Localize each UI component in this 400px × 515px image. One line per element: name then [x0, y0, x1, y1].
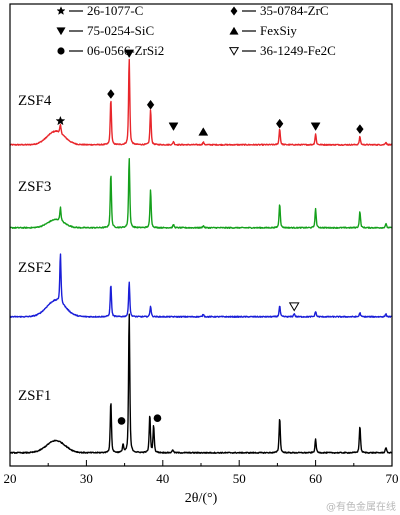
- series-line-zsf1: [9, 313, 393, 454]
- axes-layer: 20 30 40 50 60 70 2θ/(°): [4, 3, 399, 506]
- triangle-up-marker-icon: [229, 26, 239, 35]
- legend-entry: 06-0566-ZrSi2: [57, 43, 164, 58]
- circle-marker-icon: [153, 414, 162, 423]
- x-tick-label: 40: [156, 471, 169, 486]
- legend-label: 75-0254-SiC: [87, 23, 154, 38]
- x-tick-label: 50: [233, 471, 246, 486]
- series-zsf4: ZSF4: [9, 49, 393, 146]
- triangle-down-open-marker-icon: [228, 47, 240, 56]
- legend-label: 35-0784-ZrC: [260, 3, 329, 18]
- sample-label-zsf2: ZSF2: [18, 260, 51, 276]
- sample-label-zsf4: ZSF4: [18, 93, 52, 109]
- series-layer: ZSF4 ZSF3 ZSF2 ZSF1: [9, 49, 393, 454]
- sample-label-zsf1: ZSF1: [18, 388, 51, 404]
- triangle-down-marker-icon: [168, 122, 179, 131]
- x-tick-label: 30: [80, 471, 93, 486]
- diamond-marker-icon: [276, 118, 284, 129]
- series-zsf3: ZSF3: [9, 158, 393, 229]
- legend-entry: 26-1077-C: [56, 3, 143, 18]
- series-zsf2: ZSF2: [9, 253, 393, 318]
- legend: 26-1077-C 35-0784-ZrC 75-0254-SiC FexSiy 06-…: [56, 3, 336, 58]
- legend-entry: FexSiy: [229, 23, 297, 38]
- diamond-marker-icon: [230, 6, 238, 16]
- diamond-marker-icon: [146, 99, 155, 110]
- x-tick-label: 70: [386, 471, 399, 486]
- legend-label: 06-0566-ZrSi2: [87, 43, 164, 58]
- legend-entry: 35-0784-ZrC: [230, 3, 329, 18]
- legend-entry: 75-0254-SiC: [56, 23, 154, 38]
- legend-label: FexSiy: [260, 23, 297, 38]
- triangle-down-marker-icon: [310, 122, 321, 131]
- series-line-zsf3: [9, 158, 393, 229]
- plot-frame: [9, 3, 393, 467]
- legend-label: 36-1249-Fe2C: [260, 43, 336, 58]
- diamond-marker-icon: [356, 124, 364, 135]
- triangle-down-marker-icon: [124, 49, 135, 59]
- circle-marker-icon: [117, 417, 126, 425]
- star-marker-icon: [56, 6, 66, 15]
- series-zsf1: ZSF1: [9, 313, 393, 454]
- triangle-down-marker-icon: [56, 27, 66, 36]
- sample-label-zsf3: ZSF3: [18, 179, 51, 195]
- star-marker-icon: [55, 115, 66, 126]
- circle-marker-icon: [57, 47, 65, 55]
- legend-label: 26-1077-C: [87, 3, 143, 18]
- series-line-zsf2: [9, 253, 393, 318]
- watermark-text: @有色金属在线: [326, 500, 396, 513]
- triangle-down-open-marker-icon: [288, 302, 300, 312]
- x-tick-label: 60: [309, 471, 322, 486]
- diamond-marker-icon: [107, 89, 115, 99]
- x-tick-label: 20: [4, 471, 17, 486]
- series-line-zsf4: [9, 58, 393, 146]
- legend-entry: 36-1249-Fe2C: [228, 43, 336, 58]
- triangle-up-marker-icon: [198, 127, 209, 136]
- x-axis-title: 2θ/(°): [185, 491, 218, 506]
